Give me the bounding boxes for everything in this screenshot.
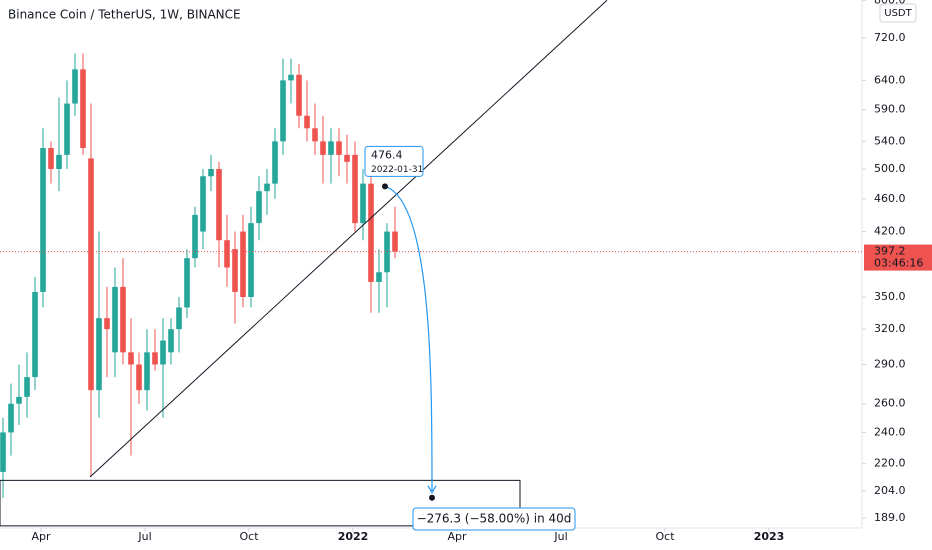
candle-body (320, 141, 326, 155)
candle-body (56, 154, 62, 169)
candle-body (312, 128, 318, 142)
chart-title: Binance Coin / TetherUS, 1W, BINANCE (8, 8, 241, 22)
candle-body (120, 286, 126, 353)
candle-body (328, 141, 334, 155)
measure-start-dot (382, 183, 388, 190)
last-price-tag (864, 244, 932, 271)
x-tick-label: 2023 (754, 530, 785, 543)
candle-body (80, 69, 86, 149)
candle-body (24, 377, 30, 397)
candle-body (376, 272, 382, 282)
candle-body (288, 74, 294, 81)
measure-label-box (412, 507, 576, 531)
y-tick-label: 220.0 (874, 457, 906, 470)
candle-body (88, 158, 94, 391)
candle-body (232, 249, 238, 292)
candle-body (368, 183, 374, 282)
y-tick-label: 590.0 (874, 103, 906, 116)
measure-curve (384, 185, 433, 492)
candle-body (336, 141, 342, 155)
candle-body (280, 80, 286, 142)
y-tick-label: 540.0 (874, 134, 906, 147)
candle-body (304, 115, 310, 129)
x-tick-label: Apr (31, 530, 51, 543)
y-tick-label: 640.0 (874, 73, 906, 86)
candle-body (8, 403, 14, 433)
candle-body (96, 318, 102, 391)
candle-body (160, 340, 166, 365)
candle-body (40, 148, 46, 292)
candle-body (272, 141, 278, 184)
candle-body (208, 168, 214, 177)
candle-body (112, 286, 118, 353)
candle-body (152, 352, 158, 365)
candle-body (32, 291, 38, 378)
candle-body (224, 240, 230, 268)
x-tick-label: 2022 (338, 530, 369, 543)
measure-label: −276.3 (−58.00%) in 40d (417, 512, 572, 526)
candle-body (256, 191, 262, 224)
candle-body (72, 69, 78, 104)
y-tick-label: 350.0 (874, 290, 906, 303)
candle-body (48, 148, 54, 169)
candle-body (184, 258, 190, 308)
measure-end-dot (429, 494, 435, 501)
measure-start-date: 2022-01-31 (371, 165, 423, 175)
last-price-label: 397.2 (874, 245, 906, 258)
countdown-label: 03:46:16 (874, 257, 923, 270)
x-tick-label: Apr (447, 530, 467, 543)
y-tick-label: 240.0 (874, 425, 906, 438)
plot-area (0, 53, 398, 498)
y-tick-label: 420.0 (874, 225, 906, 238)
candle-body (392, 231, 398, 252)
zone-box (0, 479, 521, 527)
candle-body (144, 352, 150, 391)
candle-body (176, 307, 182, 330)
candle-body (216, 168, 222, 241)
currency-label: USDT (884, 8, 912, 19)
candle-body (104, 318, 110, 330)
x-tick-label: Jul (553, 530, 567, 543)
x-tick-label: Oct (655, 530, 675, 543)
candle-body (360, 183, 366, 224)
candle-body (128, 352, 134, 365)
x-tick-label: Oct (239, 530, 259, 543)
measure-arrowhead (427, 485, 437, 494)
y-tick-label: 290.0 (874, 358, 906, 371)
candle-body (168, 329, 174, 353)
measure-start-value: 476.4 (371, 148, 403, 161)
candle-body (0, 432, 6, 472)
candle-body (240, 231, 246, 298)
candle-body (16, 396, 22, 404)
trendline (89, 0, 608, 478)
currency-button[interactable] (879, 3, 917, 23)
candle-body (192, 214, 198, 259)
y-tick-label: 500.0 (874, 162, 906, 175)
candle-body (248, 223, 254, 298)
candle-body (136, 364, 142, 391)
x-tick-label: Jul (137, 530, 151, 543)
y-tick-label: 720.0 (874, 31, 906, 44)
y-tick-label: 189.0 (874, 511, 906, 524)
y-tick-label: 800.0 (874, 0, 906, 6)
candle-body (296, 74, 302, 116)
y-tick-label: 460.0 (874, 192, 906, 205)
candle-body (352, 154, 358, 224)
y-tick-label: 204.0 (874, 484, 906, 497)
measure-start-box (364, 145, 424, 177)
candle-body (344, 154, 350, 162)
y-tick-label: 320.0 (874, 322, 906, 335)
candle-body (64, 103, 70, 155)
y-tick-label: 260.0 (874, 397, 906, 410)
candle-body (264, 183, 270, 192)
candle-body (200, 176, 206, 232)
